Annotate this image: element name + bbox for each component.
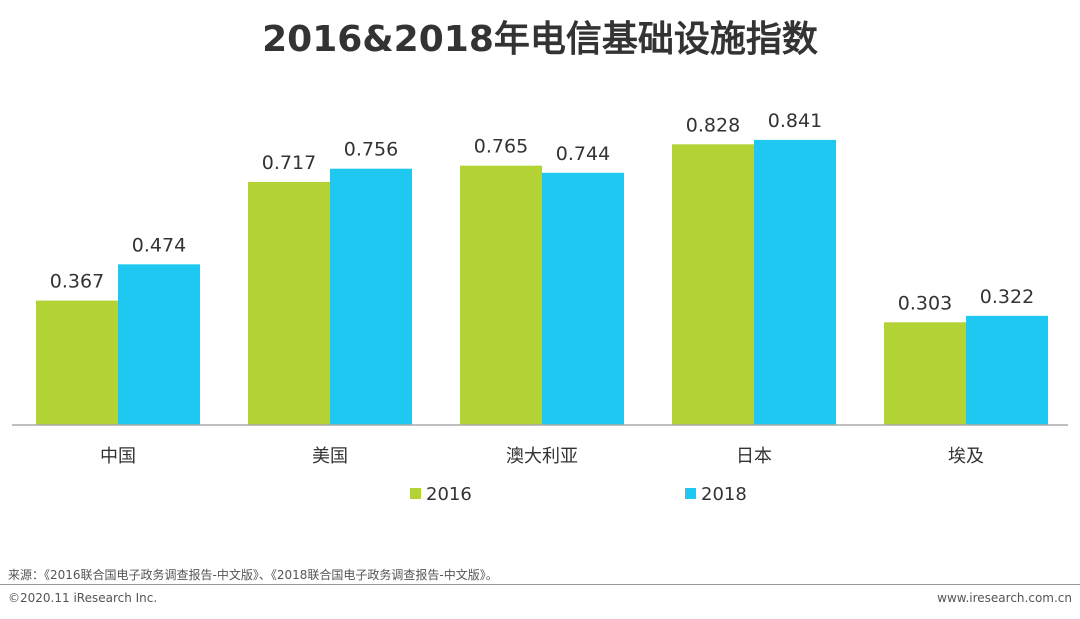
bar-2018-0: [118, 264, 200, 425]
bar-2016-4: [884, 322, 966, 425]
data-label-2018-0: 0.474: [132, 234, 186, 256]
bar-2018-1: [330, 168, 412, 425]
legend-label-2018: 2018: [701, 484, 747, 505]
chart-title: 2016&2018年电信基础设施指数: [262, 19, 818, 60]
category-label-3: 日本: [736, 446, 772, 467]
data-label-2018-4: 0.322: [980, 286, 1034, 308]
bar-chart: 0.367 0.474 0.717 0.756 0.765 0.744 0.828 0.841…: [12, 110, 1068, 505]
data-label-2016-4: 0.303: [898, 292, 952, 314]
source-note: 来源：《2016联合国电子政务调查报告-中文版》、《2018联合国电子政务调查报…: [8, 568, 498, 582]
legend-swatch-2016: [410, 488, 421, 499]
website-link[interactable]: www.iresearch.com.cn: [937, 591, 1072, 605]
legend-swatch-2018: [685, 488, 696, 499]
category-label-2: 澳大利亚: [506, 446, 578, 467]
data-label-2016-0: 0.367: [50, 271, 104, 293]
data-label-2018-1: 0.756: [344, 139, 398, 161]
category-label-1: 美国: [312, 446, 348, 467]
footer-divider: [0, 584, 1080, 585]
bar-2018-4: [966, 315, 1048, 425]
data-label-2018-2: 0.744: [556, 143, 610, 165]
bar-2016-1: [248, 181, 330, 425]
category-label-4: 埃及: [948, 446, 984, 467]
copyright-text: ©2020.11 iResearch Inc.: [8, 591, 158, 605]
bars-layer: [36, 139, 1048, 426]
value-labels-layer: 0.367 0.474 0.717 0.756 0.765 0.744 0.828 0.841…: [50, 110, 1034, 314]
data-label-2018-3: 0.841: [768, 110, 822, 132]
legend-label-2016: 2016: [426, 484, 472, 505]
bar-2018-3: [754, 139, 836, 425]
bar-2018-2: [542, 172, 624, 425]
category-label-0: 中国: [100, 446, 136, 467]
bar-2016-0: [36, 300, 118, 425]
category-labels-layer: 中国 美国 澳大利亚 日本 埃及: [100, 446, 984, 467]
bar-2016-2: [460, 165, 542, 426]
bar-2016-3: [672, 144, 754, 426]
data-label-2016-1: 0.717: [262, 152, 316, 174]
data-label-2016-3: 0.828: [686, 114, 740, 136]
legend: 2016 2018: [410, 484, 747, 505]
data-label-2016-2: 0.765: [474, 136, 528, 158]
